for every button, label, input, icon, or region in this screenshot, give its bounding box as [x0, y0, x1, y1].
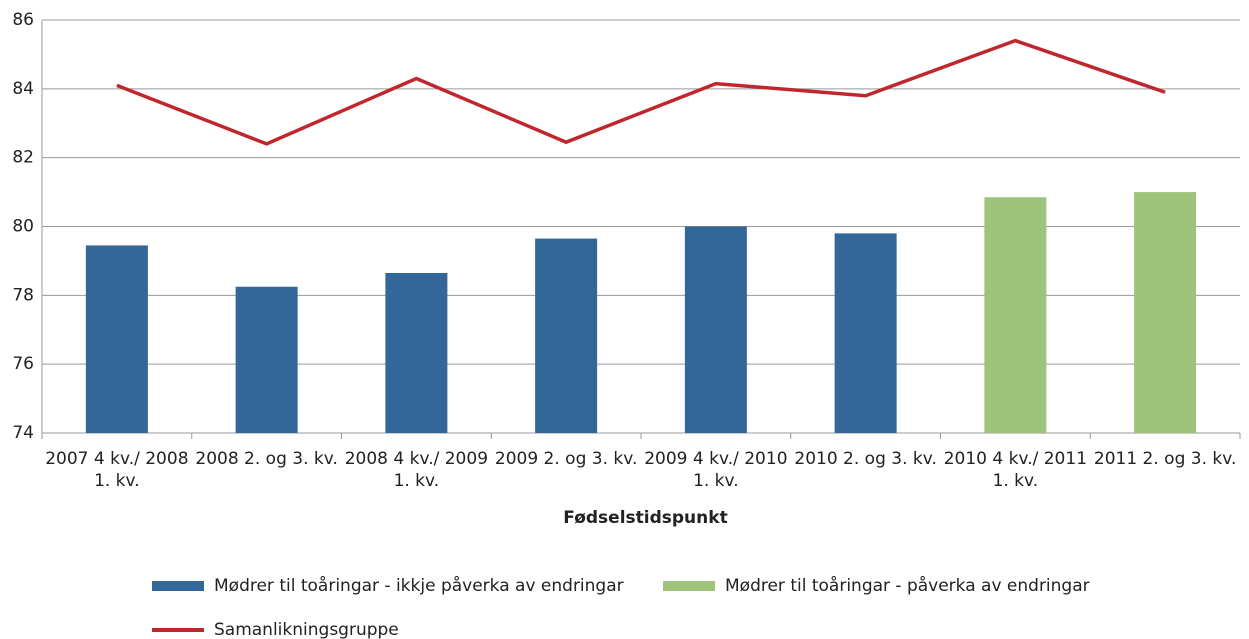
bar	[235, 286, 298, 433]
y-tick-label: 84	[12, 79, 34, 99]
x-axis-title: Fødselstidspunkt	[563, 508, 728, 528]
x-tick-label: 2008 4 kv./ 2009 1. kv.	[344, 449, 489, 491]
y-tick-label: 76	[12, 354, 34, 374]
y-tick-label: 82	[12, 148, 34, 168]
x-tick-label: 2011 2. og 3. kv.	[1093, 449, 1237, 469]
y-tick-label: 78	[12, 285, 34, 305]
line	[116, 38, 1166, 146]
y-tick-label: 74	[12, 423, 34, 443]
bar	[385, 272, 448, 433]
bar	[535, 238, 598, 433]
bar	[984, 197, 1047, 433]
bar	[684, 226, 747, 433]
x-tick-label: 2009 2. og 3. kv.	[494, 449, 638, 469]
x-tick-label: 2010 2. og 3. kv.	[794, 449, 937, 469]
legend-item: Mødrer til toåringar - påverka av endrin…	[663, 575, 1090, 597]
bar	[834, 233, 897, 433]
legend-swatch	[663, 581, 715, 591]
x-tick-label: 2010 4 kv./ 2011 1. kv.	[943, 449, 1088, 491]
legend-label: Mødrer til toåringar - påverka av endrin…	[725, 576, 1090, 596]
y-tick-label: 80	[12, 217, 34, 237]
legend-swatch	[152, 628, 204, 632]
legend-item: Samanlikningsgruppe	[152, 619, 399, 639]
legend-label: Mødrer til toåringar - ikkje påverka av …	[214, 576, 624, 596]
x-tick-label: 2007 4 kv./ 2008 1. kv.	[45, 449, 189, 491]
bar	[1134, 192, 1197, 433]
x-tick-label: 2009 4 kv./ 2010 1. kv.	[644, 449, 788, 491]
legend-item: Mødrer til toåringar - ikkje påverka av …	[152, 575, 624, 597]
legend-swatch	[152, 581, 204, 591]
y-tick-label: 86	[12, 10, 34, 30]
bar	[85, 245, 148, 433]
legend-label: Samanlikningsgruppe	[214, 620, 399, 639]
x-tick-label: 2008 2. og 3. kv.	[195, 449, 338, 469]
